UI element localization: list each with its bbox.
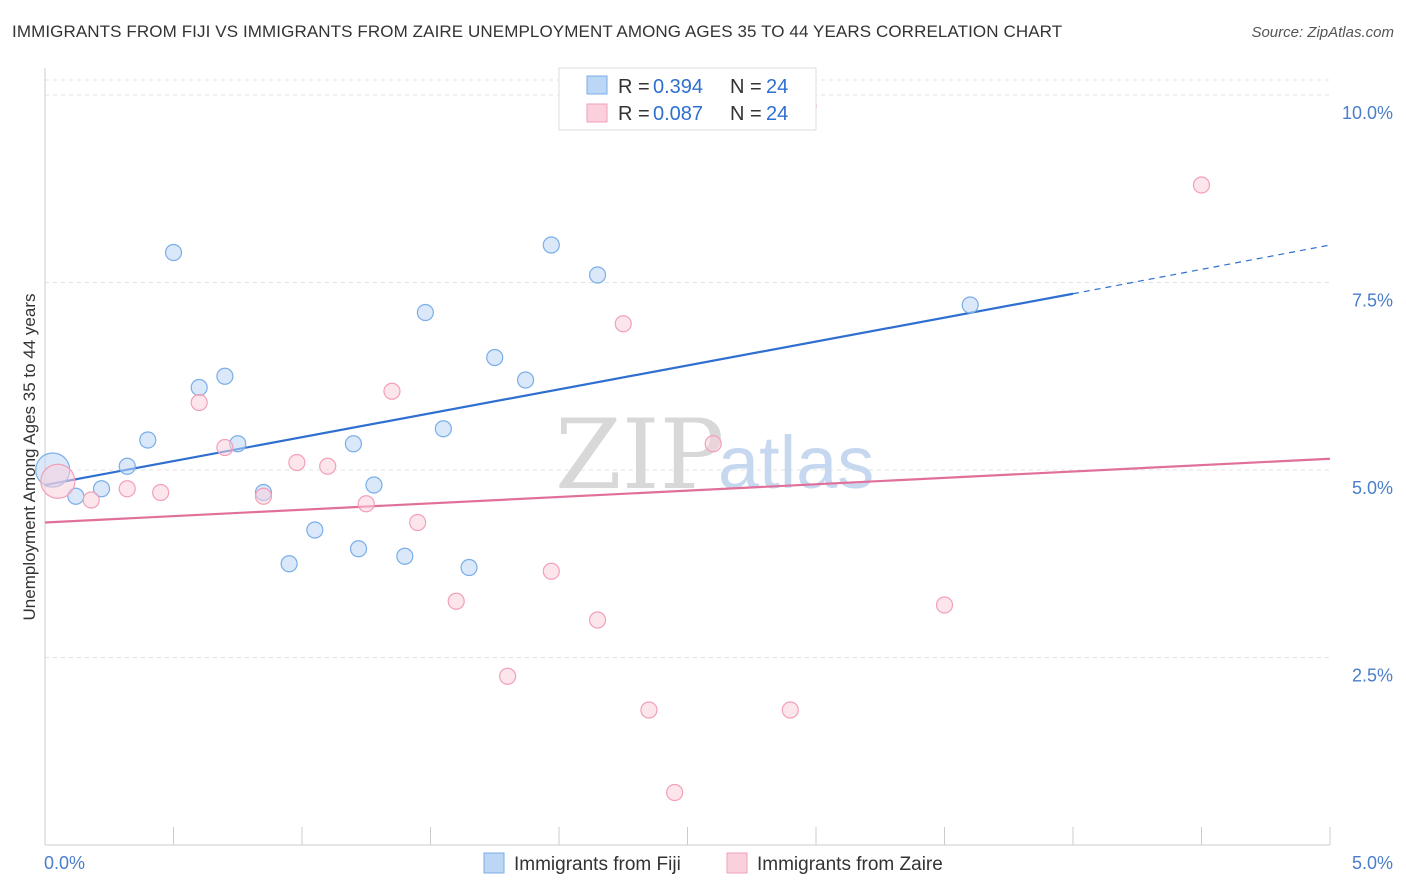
zaire-point [614, 315, 632, 333]
fiji-legend-label: Immigrants from Fiji [514, 854, 681, 875]
fiji-point [349, 540, 368, 558]
zaire-point [357, 495, 375, 513]
fiji-swatch [586, 75, 608, 95]
zaire-point [499, 667, 517, 685]
zaire-point [781, 701, 799, 719]
stats-legend: R = 0.394 N = 24 R = 0.087 N = 24 [558, 67, 817, 131]
legend-r-label-fiji: R = [618, 76, 650, 98]
fiji-legend-swatch [483, 852, 505, 874]
source-credit: Source: ZipAtlas.com [1251, 24, 1394, 41]
fiji-point [516, 371, 535, 389]
zaire-legend-label: Immigrants from Zaire [757, 854, 943, 875]
chart-title: IMMIGRANTS FROM FIJI VS IMMIGRANTS FROM … [12, 22, 1063, 41]
zaire-point [254, 487, 273, 505]
fiji-point [588, 266, 607, 284]
legend-r-value-fiji: 0.394 [653, 76, 703, 98]
y-tick-label: 7.5% [1352, 291, 1393, 311]
fiji-point [416, 303, 434, 322]
zaire-point [383, 382, 401, 400]
fiji-point [92, 480, 111, 498]
legend-r-label-zaire: R = [618, 103, 650, 125]
zaire-point [118, 480, 136, 498]
x-tick-labels: 0.0% 5.0% [44, 853, 1393, 873]
legend-n-value-zaire: 24 [766, 103, 788, 125]
legend-n-label-fiji: N = [730, 76, 762, 98]
fiji-trend-extension [1072, 244, 1331, 295]
fiji-point [460, 558, 478, 577]
trend-lines [44, 244, 1331, 524]
fiji-point [434, 420, 452, 438]
watermark-zip: ZIP [555, 399, 724, 511]
fiji-point [216, 367, 234, 385]
gridlines [45, 79, 1330, 658]
legend-n-label-zaire: N = [730, 103, 762, 125]
zaire-point [588, 611, 607, 629]
zaire-point [40, 463, 76, 499]
legend-r-value-zaire: 0.087 [653, 103, 703, 125]
zaire-point [1192, 176, 1211, 194]
data-points [35, 97, 1211, 802]
zaire-point [447, 592, 465, 610]
fiji-point [961, 296, 979, 314]
fiji-point [396, 547, 414, 565]
fiji-point [190, 378, 208, 397]
zaire-point [640, 701, 658, 719]
y-tick-label: 2.5% [1352, 666, 1393, 686]
y-tick-label: 10.0% [1342, 103, 1393, 123]
fiji-point [542, 236, 560, 254]
fiji-point [365, 476, 383, 494]
fiji-point [118, 457, 136, 475]
zaire-point [190, 393, 208, 412]
zaire-point [319, 457, 337, 475]
zaire-point [666, 783, 684, 802]
legend-n-value-fiji: 24 [766, 76, 788, 98]
y-tick-label: 5.0% [1352, 478, 1393, 498]
zaire-point [704, 435, 722, 453]
zaire-point [935, 596, 954, 614]
y-tick-labels: 2.5% 5.0% 7.5% 10.0% [1342, 103, 1393, 686]
fiji-point [164, 243, 183, 262]
fiji-point [486, 348, 504, 367]
fiji-trend-line [44, 292, 1074, 487]
series-legend: Immigrants from Fiji Immigrants from Zai… [483, 852, 943, 875]
zaire-trend-line [44, 457, 1331, 524]
zaire-point [82, 491, 100, 509]
zaire-point [288, 453, 306, 472]
x-tick-label: 5.0% [1352, 853, 1393, 873]
zaire-point [409, 513, 427, 532]
zaire-point [216, 438, 234, 457]
fiji-point [280, 555, 298, 573]
fiji-point [306, 521, 324, 539]
zaire-legend-swatch [726, 852, 748, 874]
fiji-point [139, 431, 157, 449]
fiji-point [344, 435, 362, 453]
x-tick-label: 0.0% [44, 853, 85, 873]
zaire-point [542, 562, 560, 580]
watermark-atlas: atlas [718, 421, 874, 504]
zaire-swatch [586, 103, 608, 123]
zaire-point [152, 483, 170, 502]
y-axis-label: Unemployment Among Ages 35 to 44 years [20, 294, 39, 621]
